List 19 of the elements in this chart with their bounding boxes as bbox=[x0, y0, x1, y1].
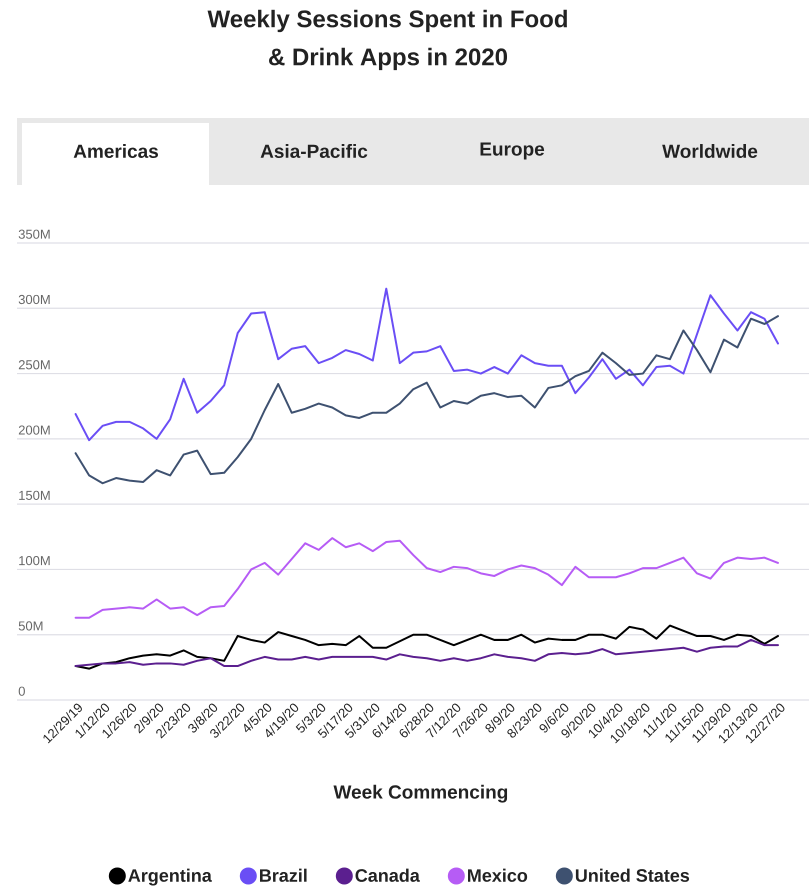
y-tick-label: 350M bbox=[18, 230, 50, 239]
chart-title: Weekly Sessions Spent in Food & Drink Apps in 2020 bbox=[208, 10, 567, 70]
y-tick-label: 150M bbox=[19, 490, 50, 500]
y-tick-label: 100M bbox=[19, 556, 50, 566]
legend-label: Canada bbox=[356, 868, 420, 882]
legend-label: Argentina bbox=[128, 868, 212, 886]
text: Europe bbox=[480, 142, 544, 160]
legend-label: Brazil bbox=[260, 868, 307, 882]
x-axis-title: Week Commencing bbox=[333, 784, 508, 803]
y-tick-label: 250M bbox=[18, 360, 50, 370]
y-tick-label: 0 bbox=[18, 686, 25, 696]
y-tick-label: 50M bbox=[18, 621, 42, 631]
text: Asia-Pacific bbox=[260, 144, 368, 158]
text: Americas bbox=[74, 144, 158, 158]
legend-label: United States bbox=[576, 868, 690, 882]
y-tick-label: 200M bbox=[18, 425, 50, 435]
legend-label: Mexico bbox=[468, 868, 528, 882]
text: Worldwide bbox=[662, 144, 758, 158]
y-tick-label: 300M bbox=[18, 294, 50, 304]
